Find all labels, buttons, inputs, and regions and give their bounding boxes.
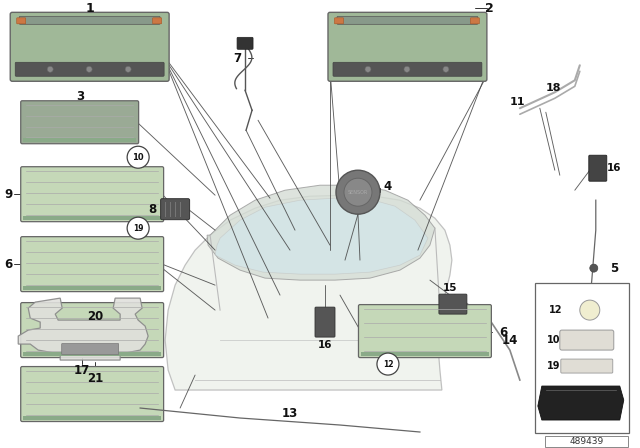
Text: 6: 6 bbox=[500, 326, 508, 339]
Circle shape bbox=[344, 178, 372, 206]
Text: 12: 12 bbox=[383, 360, 393, 369]
Text: 10: 10 bbox=[132, 153, 144, 162]
FancyBboxPatch shape bbox=[23, 416, 161, 420]
Text: 20: 20 bbox=[87, 310, 103, 323]
FancyBboxPatch shape bbox=[337, 16, 478, 24]
Text: 6: 6 bbox=[4, 258, 12, 271]
Text: 2: 2 bbox=[486, 2, 494, 15]
FancyBboxPatch shape bbox=[535, 283, 628, 433]
FancyBboxPatch shape bbox=[237, 37, 253, 49]
FancyBboxPatch shape bbox=[152, 18, 162, 24]
FancyBboxPatch shape bbox=[589, 155, 607, 181]
FancyBboxPatch shape bbox=[333, 62, 482, 76]
FancyBboxPatch shape bbox=[23, 352, 161, 356]
Text: 489439: 489439 bbox=[570, 436, 604, 445]
FancyBboxPatch shape bbox=[20, 237, 164, 292]
Circle shape bbox=[365, 66, 371, 72]
Text: 4: 4 bbox=[384, 180, 392, 193]
Polygon shape bbox=[207, 185, 435, 280]
Circle shape bbox=[590, 264, 598, 272]
Text: 14: 14 bbox=[502, 334, 518, 347]
Text: 15: 15 bbox=[443, 283, 457, 293]
Text: 19: 19 bbox=[133, 224, 143, 233]
Circle shape bbox=[443, 66, 449, 72]
Polygon shape bbox=[165, 195, 452, 390]
Text: 21: 21 bbox=[87, 371, 103, 384]
Text: 11: 11 bbox=[510, 97, 525, 107]
Text: 13: 13 bbox=[282, 406, 298, 419]
FancyBboxPatch shape bbox=[23, 286, 161, 290]
FancyBboxPatch shape bbox=[15, 62, 164, 76]
FancyBboxPatch shape bbox=[328, 13, 487, 81]
FancyBboxPatch shape bbox=[61, 344, 118, 354]
Text: 9: 9 bbox=[4, 188, 12, 201]
Circle shape bbox=[336, 170, 380, 214]
FancyBboxPatch shape bbox=[17, 18, 26, 24]
FancyBboxPatch shape bbox=[335, 18, 344, 24]
FancyBboxPatch shape bbox=[560, 330, 614, 350]
Text: 1: 1 bbox=[86, 2, 95, 15]
Text: 10: 10 bbox=[547, 335, 561, 345]
Circle shape bbox=[377, 353, 399, 375]
Text: 19: 19 bbox=[547, 361, 561, 371]
Circle shape bbox=[47, 66, 53, 72]
Circle shape bbox=[404, 66, 410, 72]
FancyBboxPatch shape bbox=[561, 359, 612, 373]
FancyBboxPatch shape bbox=[19, 16, 160, 24]
Circle shape bbox=[127, 217, 149, 239]
Text: 5: 5 bbox=[610, 262, 618, 275]
Text: 8: 8 bbox=[148, 202, 156, 215]
Circle shape bbox=[125, 66, 131, 72]
FancyBboxPatch shape bbox=[20, 101, 139, 144]
Circle shape bbox=[86, 66, 92, 72]
FancyBboxPatch shape bbox=[10, 13, 169, 81]
FancyBboxPatch shape bbox=[315, 307, 335, 337]
Text: SENSOR: SENSOR bbox=[348, 190, 368, 195]
FancyBboxPatch shape bbox=[545, 435, 628, 447]
Polygon shape bbox=[215, 198, 428, 274]
FancyBboxPatch shape bbox=[23, 216, 161, 220]
FancyBboxPatch shape bbox=[470, 18, 479, 24]
FancyBboxPatch shape bbox=[439, 294, 467, 314]
Text: 17: 17 bbox=[74, 364, 90, 377]
FancyBboxPatch shape bbox=[20, 366, 164, 422]
Polygon shape bbox=[538, 386, 624, 420]
FancyBboxPatch shape bbox=[358, 305, 492, 358]
Text: 7: 7 bbox=[233, 52, 241, 65]
Text: 16: 16 bbox=[317, 340, 332, 350]
FancyBboxPatch shape bbox=[23, 138, 136, 142]
Polygon shape bbox=[18, 298, 148, 360]
Circle shape bbox=[580, 300, 600, 320]
FancyBboxPatch shape bbox=[20, 302, 164, 358]
Text: 3: 3 bbox=[76, 90, 84, 103]
FancyBboxPatch shape bbox=[361, 352, 489, 356]
Circle shape bbox=[127, 146, 149, 168]
Text: 18: 18 bbox=[546, 83, 561, 93]
Text: 12: 12 bbox=[549, 305, 563, 315]
Text: 16: 16 bbox=[607, 163, 621, 173]
FancyBboxPatch shape bbox=[20, 167, 164, 222]
FancyBboxPatch shape bbox=[161, 199, 189, 220]
